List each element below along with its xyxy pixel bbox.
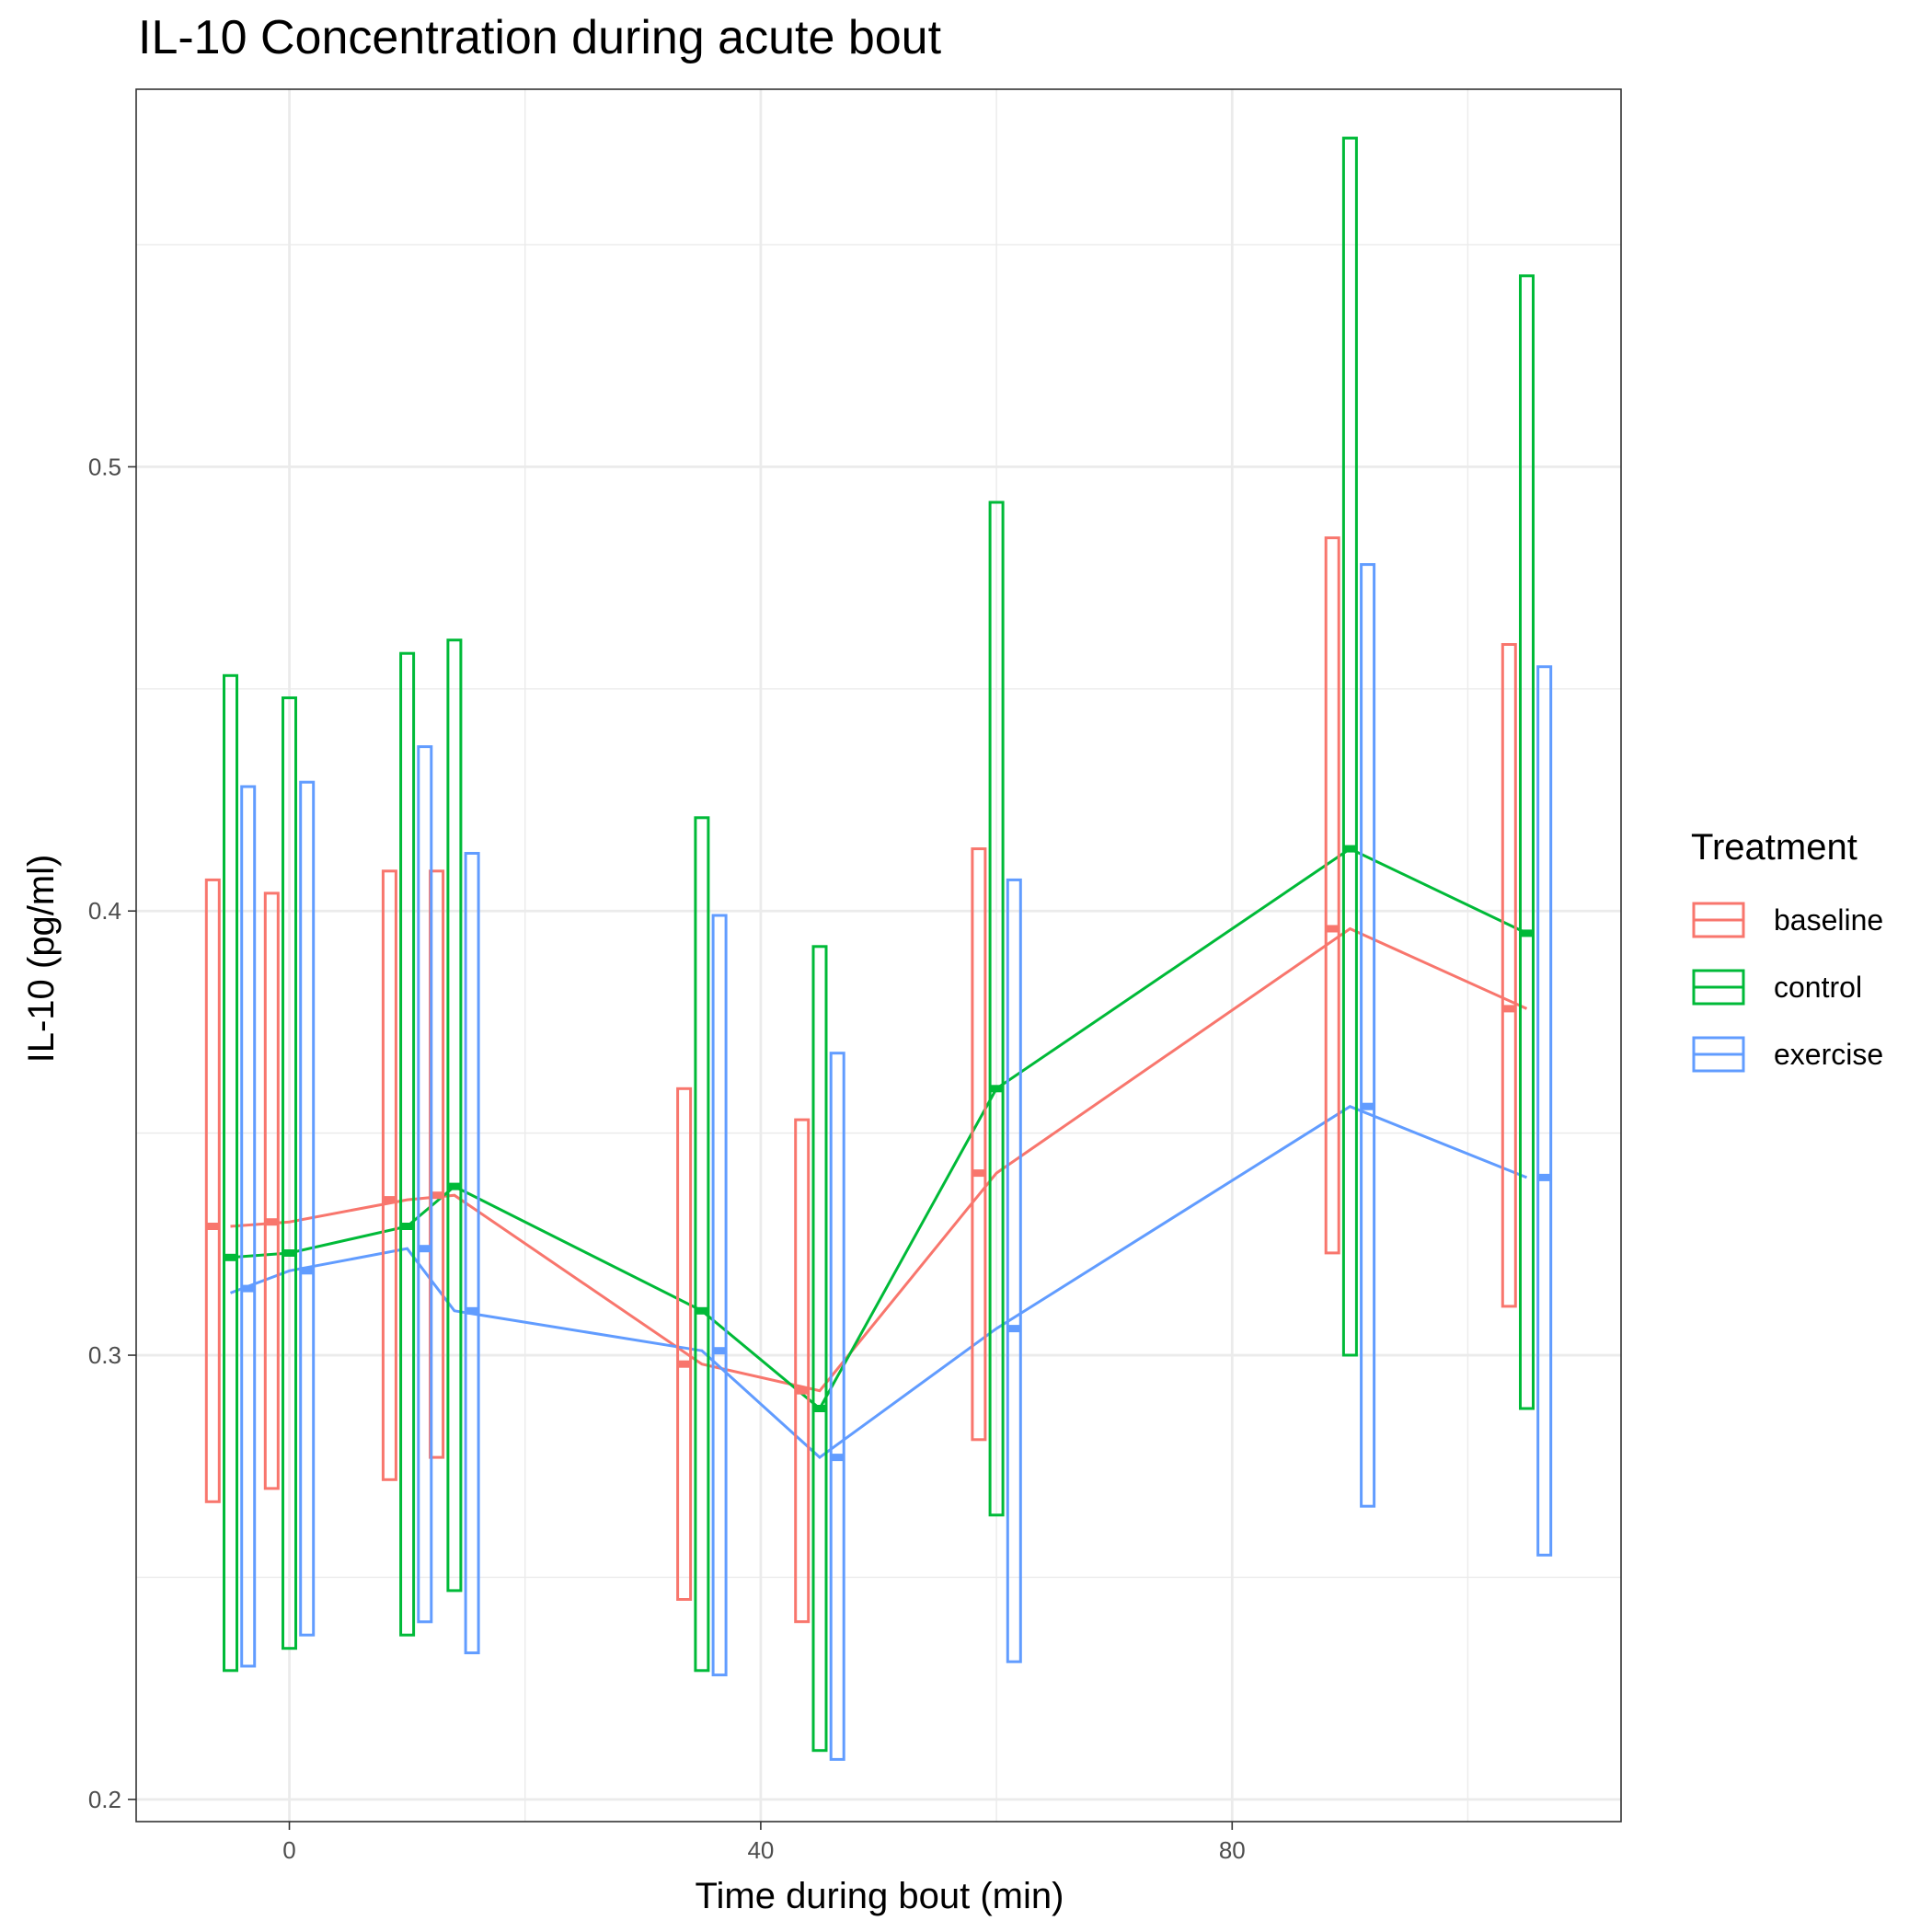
error-box-control	[1519, 274, 1535, 1410]
error-box-control	[223, 673, 238, 1673]
x-axis-ticks: 0 40 80	[282, 1822, 1246, 1864]
mean-marker-control	[282, 1249, 296, 1257]
error-box-exercise	[417, 745, 433, 1624]
error-box-exercise	[464, 852, 480, 1655]
legend-items: baseline control exercise	[1692, 902, 1883, 1073]
x-axis-title: Time during bout (min)	[696, 1876, 1064, 1916]
mean-marker-baseline	[677, 1360, 691, 1368]
x-tick-label: 0	[282, 1836, 295, 1864]
mean-marker-exercise	[241, 1284, 255, 1293]
y-tick-label: 0.4	[88, 897, 121, 925]
legend-label-exercise: exercise	[1774, 1038, 1883, 1071]
error-box-control	[694, 816, 710, 1673]
error-box-baseline	[676, 1087, 693, 1602]
mean-marker-exercise	[300, 1267, 314, 1275]
legend-label-baseline: baseline	[1774, 903, 1883, 937]
error-box-baseline	[381, 869, 397, 1481]
x-tick-label: 80	[1219, 1836, 1246, 1864]
chart-title: IL-10 Concentration during acute bout	[138, 11, 942, 64]
y-tick-label: 0.5	[88, 453, 121, 480]
mean-marker-control	[990, 1085, 1004, 1093]
error-box-control	[988, 500, 1005, 1517]
error-box-exercise	[829, 1052, 845, 1761]
error-box-baseline	[204, 878, 221, 1503]
error-boxes	[204, 136, 1553, 1761]
error-box-baseline	[971, 847, 987, 1442]
error-box-control	[446, 638, 463, 1593]
series-line-exercise	[229, 1105, 1528, 1460]
mean-marker-control	[1343, 845, 1357, 853]
error-box-control	[399, 651, 416, 1637]
error-box-baseline	[1324, 536, 1340, 1255]
mean-marker-baseline	[430, 1191, 443, 1200]
mean-marker-baseline	[383, 1196, 397, 1204]
mean-marker-exercise	[418, 1245, 431, 1253]
error-box-control	[282, 696, 297, 1650]
mean-marker-exercise	[1361, 1102, 1374, 1110]
y-axis-ticks: 0.2 0.3 0.4 0.5	[88, 453, 136, 1813]
y-tick-label: 0.2	[88, 1786, 121, 1813]
error-box-baseline	[1501, 643, 1517, 1308]
mean-marker-control	[447, 1182, 461, 1190]
error-box-exercise	[1006, 878, 1022, 1663]
error-box-exercise	[1536, 665, 1553, 1557]
legend-title: Treatment	[1691, 827, 1857, 868]
mean-marker-control	[813, 1405, 826, 1412]
mean-marker-baseline	[972, 1169, 985, 1178]
legend-label-control: control	[1774, 971, 1862, 1004]
error-box-control	[811, 945, 828, 1753]
mean-marker-control	[695, 1306, 708, 1315]
mean-marker-exercise	[1537, 1173, 1551, 1181]
mean-marker-baseline	[206, 1223, 220, 1230]
error-box-exercise	[240, 785, 257, 1668]
error-box-control	[1341, 136, 1358, 1357]
error-box-exercise	[299, 780, 316, 1637]
error-box-baseline	[794, 1118, 811, 1624]
mean-marker-baseline	[795, 1386, 809, 1395]
mean-marker-exercise	[466, 1306, 479, 1315]
error-box-exercise	[1360, 563, 1376, 1508]
x-tick-label: 40	[747, 1836, 774, 1864]
panel-border	[135, 88, 1622, 1823]
mean-marker-baseline	[1502, 1005, 1516, 1013]
mean-marker-control	[400, 1223, 414, 1230]
mean-marker-baseline	[1326, 925, 1340, 933]
mean-marker-control	[1520, 929, 1534, 937]
y-tick-label: 0.3	[88, 1341, 121, 1369]
mean-marker-exercise	[1007, 1325, 1021, 1333]
legend: Treatment baseline control exercise	[1691, 827, 1883, 1073]
mean-marker-exercise	[831, 1454, 845, 1462]
mean-marker-control	[224, 1253, 237, 1261]
error-box-baseline	[263, 891, 280, 1490]
mean-marker-exercise	[713, 1347, 727, 1355]
series-line-baseline	[230, 926, 1528, 1393]
y-axis-title: IL-10 (pg/ml)	[21, 855, 62, 1064]
error-box-exercise	[711, 914, 728, 1677]
mean-marker-baseline	[265, 1218, 279, 1226]
